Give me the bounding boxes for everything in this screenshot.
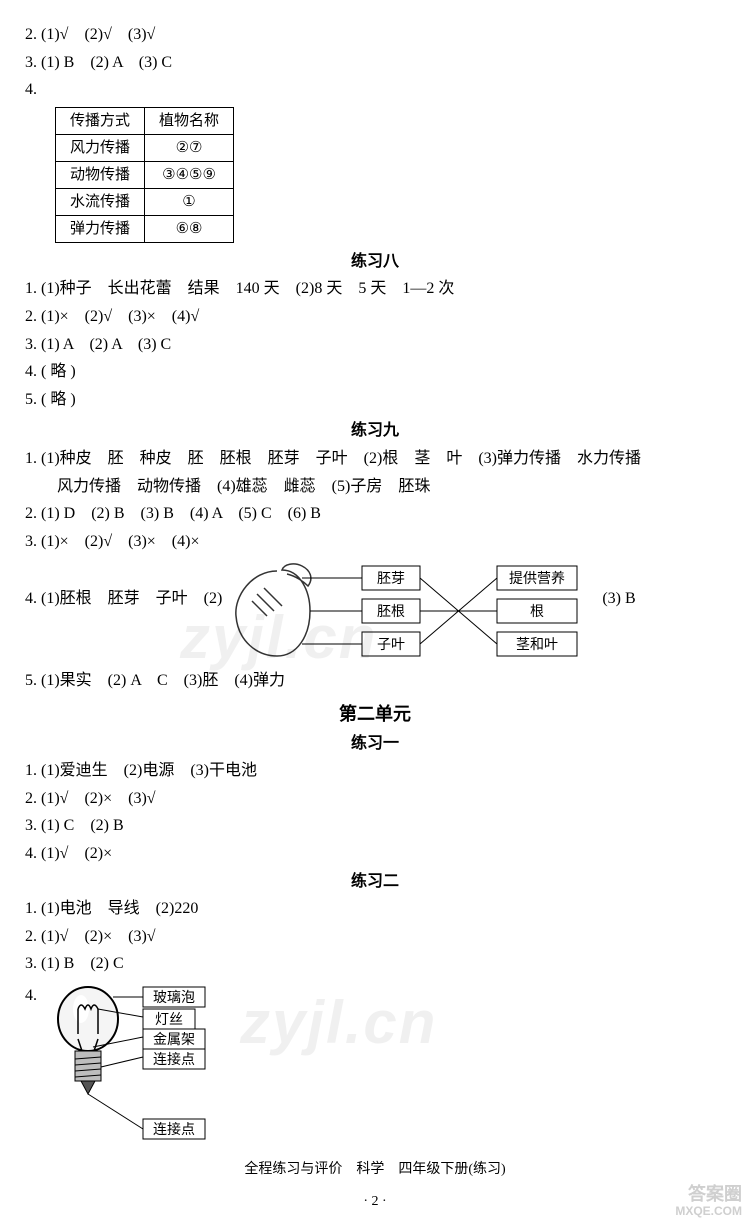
answer-line: 2. (1)× (2)√ (3)× (4)√: [25, 304, 725, 330]
answer-line: 2. (1)√ (2)× (3)√: [25, 924, 725, 950]
diagram-label: 子叶: [377, 637, 405, 653]
bulb-label: 连接点: [153, 1051, 195, 1068]
diagram-label: 茎和叶: [516, 637, 558, 653]
answer-line: 4. (1)√ (2)×: [25, 841, 725, 867]
diagram-label: 胚根: [377, 604, 405, 620]
answer-line: 2. (1)√ (2)× (3)√: [25, 786, 725, 812]
section-title: 练习九: [25, 418, 725, 444]
table-cell: ②⑦: [145, 134, 234, 161]
bulb-label: 金属架: [153, 1032, 195, 1048]
unit-title: 第二单元: [25, 700, 725, 729]
answer-line: 1. (1)种皮 胚 种皮 胚 胚根 胚芽 子叶 (2)根 茎 叶 (3)弹力传…: [25, 446, 725, 472]
propagation-table: 传播方式 植物名称 风力传播②⑦ 动物传播③④⑤⑨ 水流传播① 弹力传播⑥⑧: [55, 107, 234, 243]
answer-line: 2. (1)√ (2)√ (3)√: [25, 22, 725, 48]
table-header: 传播方式: [56, 107, 145, 134]
answer-line: 3. (1) B (2) C: [25, 951, 725, 977]
table-header: 植物名称: [145, 107, 234, 134]
embryo-diagram: 胚芽 胚根 子叶 提供营养 根 茎和叶: [222, 556, 592, 666]
answer-line: 1. (1)爱迪生 (2)电源 (3)干电池: [25, 758, 725, 784]
bulb-label: 灯丝: [155, 1012, 183, 1028]
section-title: 练习一: [25, 731, 725, 757]
table-cell: ⑥⑧: [145, 215, 234, 242]
table-cell: 弹力传播: [56, 215, 145, 242]
corner-brand-line: 答案圈: [675, 1185, 742, 1205]
section-title: 练习八: [25, 249, 725, 275]
table-cell: 动物传播: [56, 161, 145, 188]
table-cell: 风力传播: [56, 134, 145, 161]
answer-suffix: (3) B: [592, 556, 635, 612]
answer-line: 风力传播 动物传播 (4)雄蕊 雌蕊 (5)子房 胚珠: [25, 474, 725, 500]
answer-line: 1. (1)电池 导线 (2)220: [25, 896, 725, 922]
answer-line: 5. ( 略 ): [25, 387, 725, 413]
section-title: 练习二: [25, 869, 725, 895]
page-number: · 2 ·: [25, 1191, 725, 1213]
answer-prefix: 4.: [25, 979, 43, 1009]
answer-line: 3. (1) C (2) B: [25, 813, 725, 839]
bulb-label: 玻璃泡: [153, 989, 195, 1006]
table-cell: ③④⑤⑨: [145, 161, 234, 188]
diagram-label: 提供营养: [509, 571, 565, 587]
answer-line: 1. (1)种子 长出花蕾 结果 140 天 (2)8 天 5 天 1—2 次: [25, 276, 725, 302]
answer-line: 4. ( 略 ): [25, 359, 725, 385]
corner-brand-line: MXQE.COM: [675, 1205, 742, 1218]
answer-line: 3. (1) B (2) A (3) C: [25, 50, 725, 76]
table-cell: 水流传播: [56, 188, 145, 215]
answer-prefix: 4. (1)胚根 胚芽 子叶 (2): [25, 556, 222, 612]
answer-line: 3. (1) A (2) A (3) C: [25, 332, 725, 358]
bulb-diagram-row: 4. 玻璃泡 灯丝 金属架 连接点 连接点: [25, 979, 725, 1149]
diagram-label: 胚芽: [377, 571, 405, 587]
answer-line: 3. (1)× (2)√ (3)× (4)×: [25, 529, 725, 555]
answer-line: 5. (1)果实 (2) A C (3)胚 (4)弹力: [25, 668, 725, 694]
answer-line: 4.: [25, 77, 725, 103]
answer-line: 2. (1) D (2) B (3) B (4) A (5) C (6) B: [25, 501, 725, 527]
table-cell: ①: [145, 188, 234, 215]
footer-text: 全程练习与评价 科学 四年级下册(练习): [25, 1159, 725, 1181]
embryo-diagram-row: 4. (1)胚根 胚芽 子叶 (2) 胚芽 胚根 子叶 提供营养 根 茎和叶 (…: [25, 556, 725, 666]
bulb-label: 连接点: [153, 1121, 195, 1138]
diagram-label: 根: [530, 604, 544, 620]
corner-brand: 答案圈 MXQE.COM: [675, 1185, 742, 1218]
bulb-diagram: 玻璃泡 灯丝 金属架 连接点 连接点: [43, 979, 263, 1149]
